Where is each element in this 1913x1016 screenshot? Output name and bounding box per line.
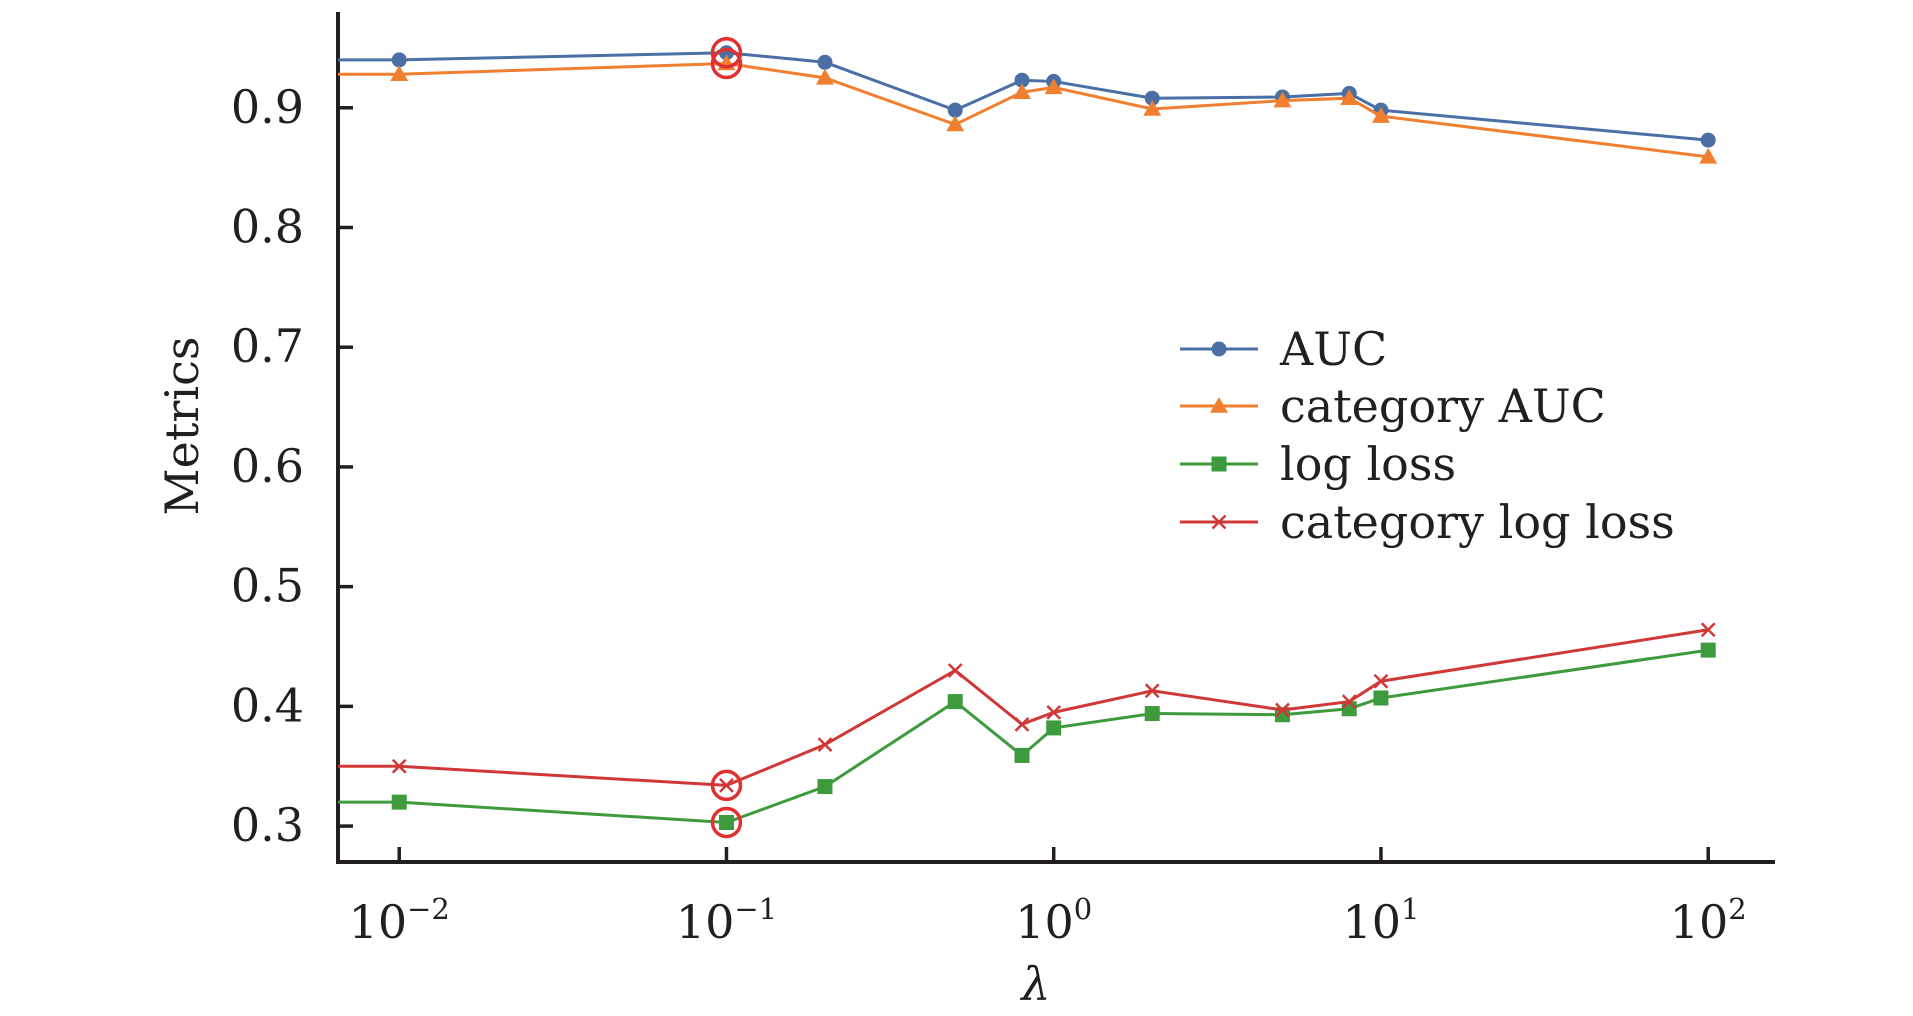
x-marker-stroke xyxy=(1373,673,1389,689)
x-axis-label: λ xyxy=(1019,957,1050,1011)
data-point xyxy=(390,65,409,82)
x-marker-stroke xyxy=(1341,694,1357,709)
legend-marker xyxy=(1211,341,1227,357)
data-point xyxy=(1144,683,1160,699)
x-marker-stroke xyxy=(391,758,407,774)
data-point xyxy=(1373,673,1389,689)
series-line xyxy=(338,628,1709,787)
x-tick-label: 100 xyxy=(1015,892,1092,949)
highlight-circle xyxy=(710,769,743,802)
y-axis-label: Metrics xyxy=(155,337,209,516)
y-tick-label: 0.5 xyxy=(231,559,304,613)
legend-item: category log loss xyxy=(1180,495,1675,549)
data-point xyxy=(1012,83,1031,99)
data-point xyxy=(1341,694,1357,709)
highlight-circle xyxy=(710,806,743,839)
data-point xyxy=(1144,706,1160,722)
data-point xyxy=(947,663,963,678)
series-log-loss xyxy=(338,642,1716,830)
data-point xyxy=(1699,147,1718,164)
x-marker-stroke xyxy=(1700,622,1716,638)
data-point xyxy=(719,777,734,793)
highlight-circle xyxy=(710,47,743,80)
legend-marker xyxy=(1211,456,1227,472)
data-point xyxy=(947,694,963,710)
x-marker-stroke xyxy=(1275,702,1290,718)
data-point xyxy=(1275,702,1290,718)
data-point xyxy=(1700,132,1716,148)
data-point xyxy=(946,115,965,132)
x-marker-stroke xyxy=(1046,704,1062,720)
data-point xyxy=(815,68,834,85)
y-tick-label: 0.3 xyxy=(231,798,304,852)
x-marker-stroke xyxy=(1014,716,1030,732)
legend-item: AUC xyxy=(1180,322,1387,376)
axes: 0.3 0.4 0.5 0.6 0.7 0.8 0.9 10−2 10−1 100 101 102 λ M… xyxy=(155,12,1775,1011)
x-marker-stroke xyxy=(1211,514,1227,530)
x-marker-stroke xyxy=(1144,683,1160,699)
y-tick-label: 0.9 xyxy=(231,80,304,134)
data-point xyxy=(718,814,734,830)
data-point xyxy=(817,779,833,795)
annotation-layer xyxy=(710,36,743,839)
data-point xyxy=(1700,642,1716,658)
data-point xyxy=(1014,716,1030,732)
data-point xyxy=(817,737,833,753)
legend-label: log loss xyxy=(1280,437,1456,491)
data-point xyxy=(1371,107,1390,123)
y-tick-label: 0.7 xyxy=(231,319,304,373)
x-tick-label: 10−2 xyxy=(349,892,450,949)
series-category-auc xyxy=(338,54,1718,164)
data-point xyxy=(1014,72,1030,88)
legend-marker xyxy=(1211,514,1227,530)
data-point xyxy=(1273,91,1292,108)
legend-item: log loss xyxy=(1180,437,1456,491)
data-point xyxy=(1143,99,1162,116)
legend-item: category AUC xyxy=(1180,379,1606,433)
data-point xyxy=(947,102,963,118)
legend-label: category log loss xyxy=(1280,495,1675,549)
data-point xyxy=(391,758,407,774)
data-point xyxy=(1340,89,1359,105)
legend-label: category AUC xyxy=(1280,379,1606,433)
series-layer xyxy=(338,45,1718,830)
data-point xyxy=(1373,690,1389,706)
legend-marker xyxy=(1210,397,1228,413)
data-point xyxy=(1700,622,1716,638)
data-point xyxy=(1046,704,1062,720)
data-point xyxy=(391,794,407,810)
highlight-circle xyxy=(710,36,743,69)
y-tick-label: 0.6 xyxy=(231,439,304,493)
data-point xyxy=(391,52,407,68)
x-marker-stroke xyxy=(817,737,833,753)
y-tick-label: 0.4 xyxy=(231,678,304,732)
data-point xyxy=(1044,78,1063,95)
y-tick-label: 0.8 xyxy=(231,199,304,253)
x-marker-stroke xyxy=(947,663,963,678)
series-line xyxy=(338,648,1709,825)
series-category-log-loss xyxy=(338,622,1716,793)
x-marker-stroke xyxy=(719,777,734,793)
data-point xyxy=(1144,90,1160,106)
x-tick-label: 10−1 xyxy=(676,892,777,949)
x-tick-label: 102 xyxy=(1670,892,1747,949)
x-tick-label: 101 xyxy=(1342,892,1419,949)
data-point xyxy=(817,54,833,70)
data-point xyxy=(1046,720,1062,736)
legend-label: AUC xyxy=(1279,322,1387,376)
data-point xyxy=(1014,747,1030,763)
